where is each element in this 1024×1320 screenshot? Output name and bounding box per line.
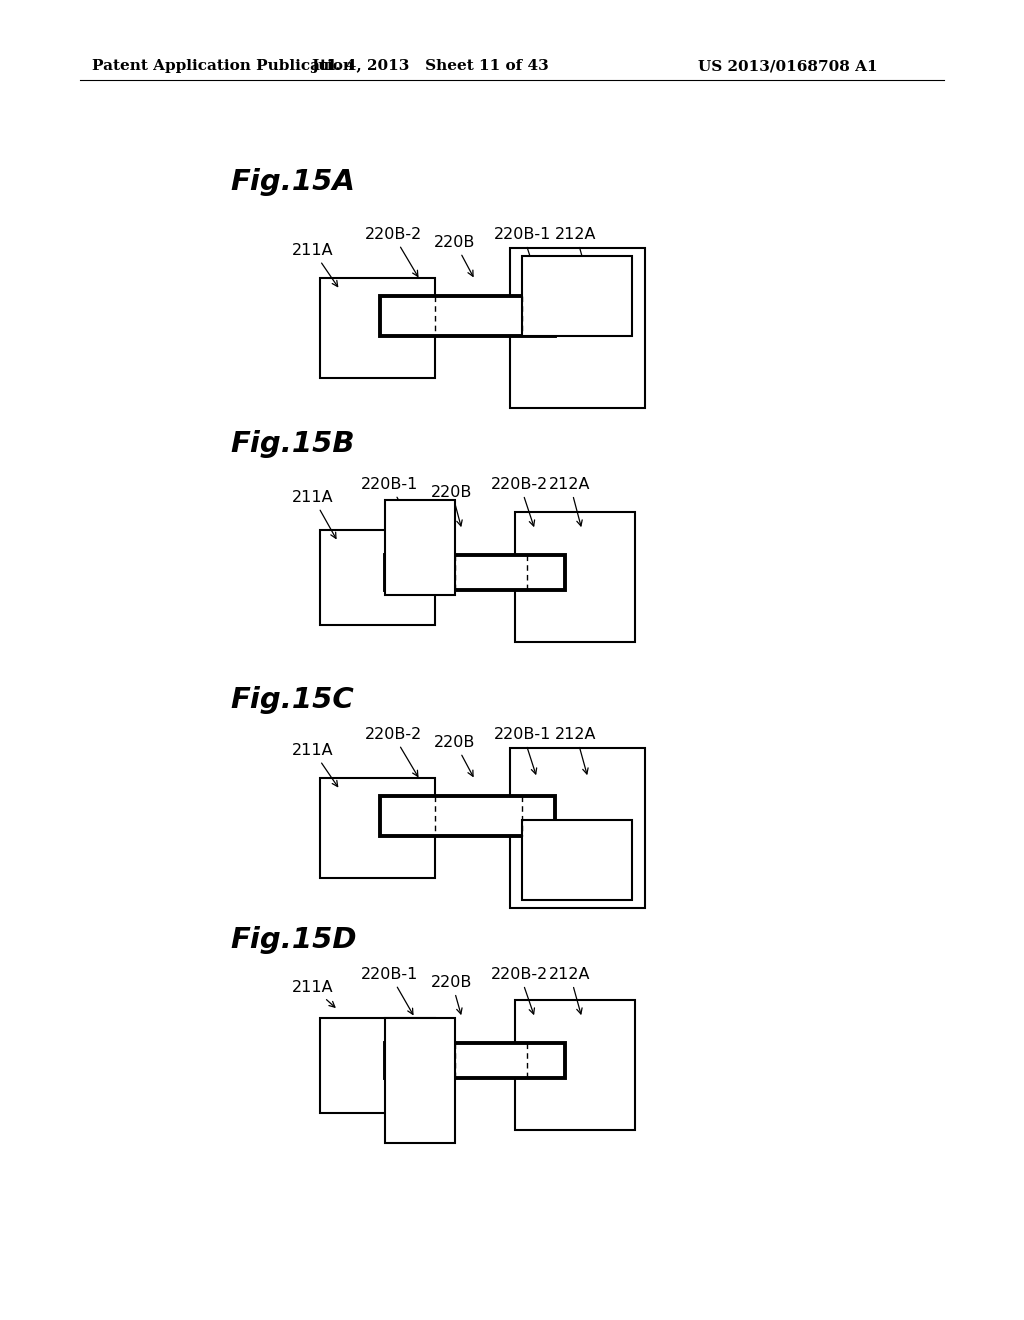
Text: Fig.15D: Fig.15D: [230, 927, 356, 954]
Text: Fig.15C: Fig.15C: [230, 686, 353, 714]
Text: 220B-2: 220B-2: [492, 477, 549, 527]
Bar: [510, 248, 645, 408]
Text: 211A: 211A: [292, 743, 338, 787]
Bar: [319, 279, 435, 378]
Text: 212A: 212A: [549, 968, 591, 1014]
Bar: [319, 1018, 435, 1113]
Bar: [515, 512, 635, 642]
Text: 220B-1: 220B-1: [495, 227, 552, 275]
Text: 220B-2: 220B-2: [365, 227, 422, 276]
Text: 220B-2: 220B-2: [492, 968, 549, 1014]
Text: 220B-2: 220B-2: [365, 727, 422, 776]
Text: 211A: 211A: [292, 979, 335, 1007]
Text: Jul. 4, 2013   Sheet 11 of 43: Jul. 4, 2013 Sheet 11 of 43: [311, 59, 549, 73]
Bar: [319, 777, 435, 878]
Text: 220B: 220B: [434, 235, 476, 276]
Bar: [385, 1018, 455, 1143]
Text: 212A: 212A: [555, 227, 597, 275]
Text: 220B: 220B: [434, 735, 476, 776]
Text: 220B-1: 220B-1: [361, 477, 419, 527]
Bar: [522, 256, 632, 337]
Bar: [385, 1043, 565, 1078]
Bar: [385, 554, 565, 590]
Bar: [522, 820, 632, 900]
Bar: [510, 748, 645, 908]
Text: US 2013/0168708 A1: US 2013/0168708 A1: [698, 59, 878, 73]
Text: Fig.15A: Fig.15A: [230, 168, 355, 195]
Text: 212A: 212A: [555, 727, 597, 774]
Text: 220B: 220B: [431, 975, 473, 1014]
Text: 212A: 212A: [549, 477, 591, 525]
Text: 220B-1: 220B-1: [361, 968, 419, 1014]
Text: 211A: 211A: [292, 243, 338, 286]
Bar: [515, 1001, 635, 1130]
Text: Patent Application Publication: Patent Application Publication: [92, 59, 354, 73]
Bar: [319, 531, 435, 624]
Text: 211A: 211A: [292, 490, 336, 539]
Text: Fig.15B: Fig.15B: [230, 430, 354, 458]
Bar: [380, 796, 555, 836]
Text: 220B-1: 220B-1: [495, 727, 552, 774]
Bar: [385, 500, 455, 595]
Bar: [380, 296, 555, 337]
Text: 220B: 220B: [431, 484, 473, 525]
